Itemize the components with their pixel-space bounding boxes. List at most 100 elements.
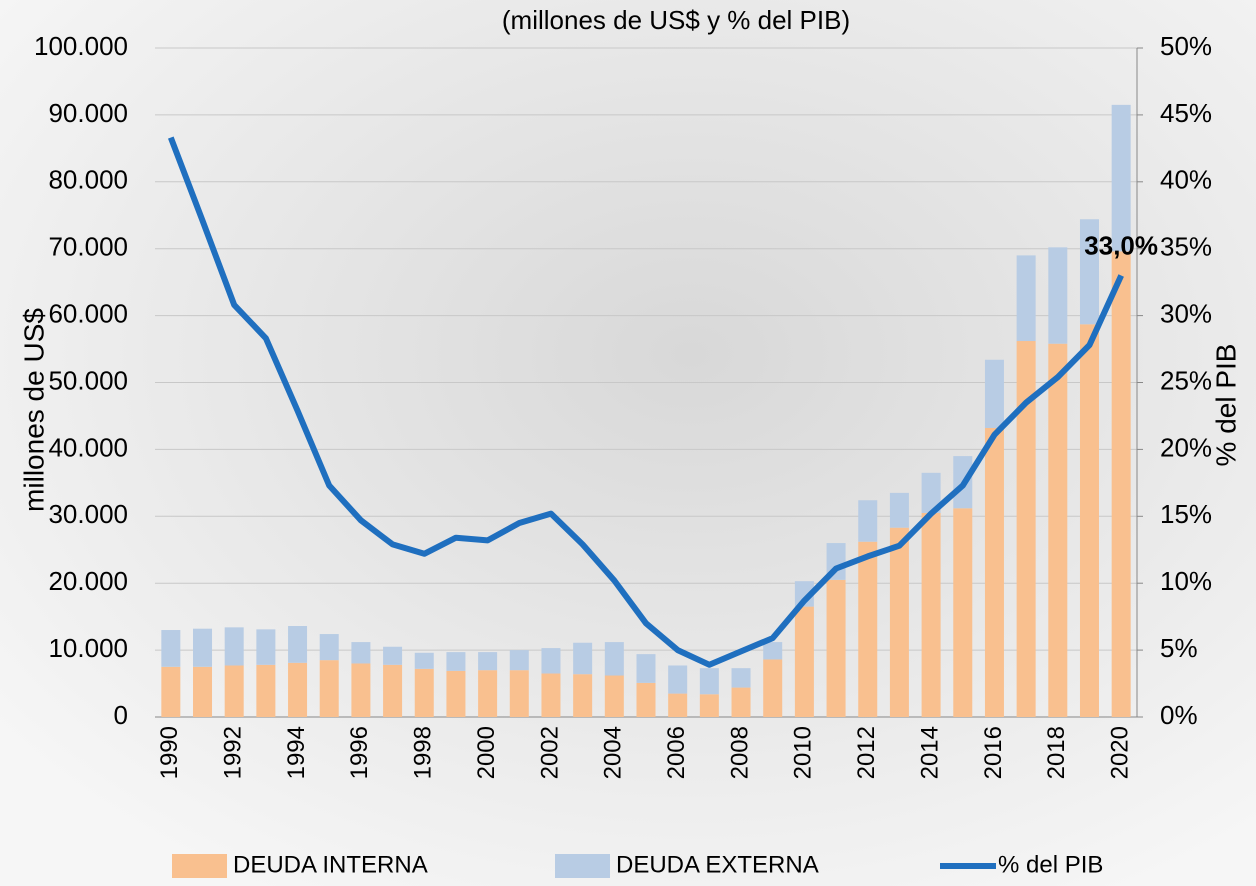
- bar: [383, 665, 402, 717]
- x-tick-label: 2004: [600, 726, 627, 779]
- bar: [668, 694, 687, 717]
- bar: [700, 668, 719, 694]
- bar: [985, 428, 1004, 717]
- bar: [573, 674, 592, 717]
- x-tick-label: 1990: [156, 726, 183, 779]
- bar: [732, 688, 751, 717]
- bar: [351, 642, 370, 663]
- bar: [320, 660, 339, 717]
- legend-swatch: [172, 854, 227, 878]
- y-tick-label: 10.000: [48, 633, 128, 663]
- bar: [193, 667, 212, 717]
- bar: [605, 676, 624, 717]
- x-tick-label: 1996: [346, 726, 373, 779]
- y2-tick-label: 40%: [1160, 165, 1212, 195]
- bar: [478, 670, 497, 717]
- x-tick-label: 2014: [916, 726, 943, 779]
- x-tick-label: 2006: [663, 726, 690, 779]
- y2-tick-label: 0%: [1160, 700, 1198, 730]
- y2-axis-label: % del PIB: [1210, 344, 1241, 467]
- y-tick-label: 0: [114, 700, 128, 730]
- chart-subtitle: (millones de US$ y % del PIB): [502, 5, 850, 35]
- y2-tick-label: 15%: [1160, 499, 1212, 529]
- bar: [636, 683, 655, 717]
- bar: [1017, 255, 1036, 341]
- x-tick-label: 1992: [220, 726, 247, 779]
- bar: [922, 513, 941, 717]
- bar: [1112, 251, 1131, 717]
- bar: [573, 643, 592, 674]
- y2-tick-label: 45%: [1160, 98, 1212, 128]
- bar: [953, 508, 972, 717]
- bar: [732, 668, 751, 687]
- x-tick-label: 2012: [853, 726, 880, 779]
- bar: [700, 694, 719, 717]
- legend-label: DEUDA INTERNA: [233, 851, 428, 878]
- y2-tick-label: 20%: [1160, 432, 1212, 462]
- bar: [541, 674, 560, 717]
- bar: [383, 647, 402, 665]
- y2-tick-label: 50%: [1160, 31, 1212, 61]
- bar: [636, 654, 655, 683]
- bar: [605, 642, 624, 675]
- x-tick-label: 2008: [726, 726, 753, 779]
- bar: [225, 665, 244, 717]
- x-tick-label: 1994: [283, 726, 310, 779]
- bar: [446, 671, 465, 717]
- bar: [193, 629, 212, 667]
- y-tick-label: 70.000: [48, 232, 128, 262]
- bar: [256, 629, 275, 664]
- bar: [763, 659, 782, 717]
- y2-tick-label: 5%: [1160, 633, 1198, 663]
- legend-swatch: [555, 854, 610, 878]
- bar: [858, 500, 877, 541]
- bar: [763, 642, 782, 659]
- y-tick-label: 90.000: [48, 98, 128, 128]
- bar: [795, 607, 814, 717]
- x-tick-label: 2010: [790, 726, 817, 779]
- bar: [320, 634, 339, 660]
- page: {"chart_data": { "type": "bar_line", "su…: [0, 0, 1256, 886]
- x-tick-label: 2018: [1043, 726, 1070, 779]
- legend-label: DEUDA EXTERNA: [616, 851, 819, 878]
- y-tick-label: 20.000: [48, 566, 128, 596]
- y-tick-label: 40.000: [48, 432, 128, 462]
- bar: [510, 650, 529, 670]
- data-label: 33,0%: [1084, 230, 1158, 260]
- bar: [351, 663, 370, 717]
- bar: [541, 648, 560, 673]
- x-tick-label: 2002: [536, 726, 563, 779]
- bar: [985, 360, 1004, 428]
- bar: [415, 653, 434, 669]
- x-tick-label: 1998: [410, 726, 437, 779]
- x-tick-label: 2000: [473, 726, 500, 779]
- y2-tick-label: 30%: [1160, 298, 1212, 328]
- bar: [1048, 344, 1067, 717]
- bar: [1048, 247, 1067, 343]
- bar: [288, 663, 307, 717]
- y-tick-label: 60.000: [48, 298, 128, 328]
- bar: [161, 630, 180, 667]
- y-tick-label: 80.000: [48, 165, 128, 195]
- chart: (millones de US$ y % del PIB) millones d…: [0, 0, 1256, 886]
- x-tick-label: 2020: [1107, 726, 1134, 779]
- bar: [161, 667, 180, 717]
- bar: [890, 493, 909, 528]
- y2-tick-label: 10%: [1160, 566, 1212, 596]
- y2-tick-label: 35%: [1160, 232, 1212, 262]
- bar: [668, 665, 687, 693]
- bar: [478, 652, 497, 670]
- bar: [1080, 324, 1099, 717]
- bar: [415, 669, 434, 717]
- y-tick-label: 50.000: [48, 365, 128, 395]
- bar: [510, 670, 529, 717]
- y-tick-label: 30.000: [48, 499, 128, 529]
- y-axis-label: millones de US$: [18, 308, 49, 512]
- x-tick-label: 2016: [980, 726, 1007, 779]
- bar: [890, 528, 909, 717]
- bar: [288, 626, 307, 663]
- bar: [446, 652, 465, 671]
- y-tick-label: 100.000: [34, 31, 128, 61]
- bar: [225, 627, 244, 665]
- bar: [256, 665, 275, 717]
